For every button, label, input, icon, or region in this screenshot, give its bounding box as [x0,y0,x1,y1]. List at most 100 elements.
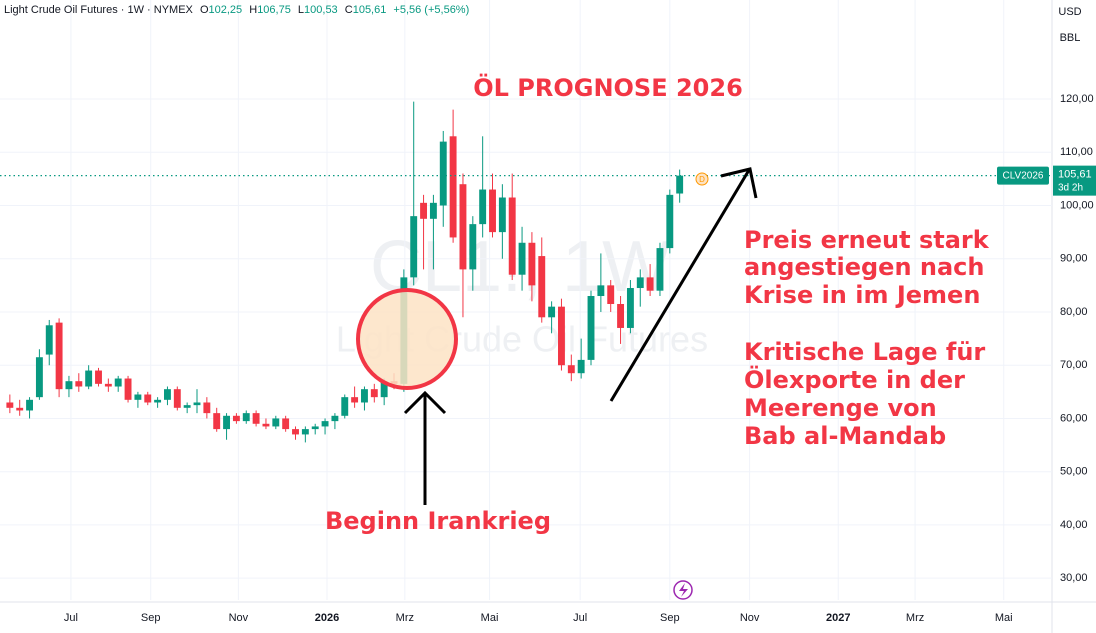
candle-body [321,421,329,427]
unit: BBL [1060,32,1081,44]
candle-body [548,306,556,318]
annotation-block: Preis erneut stark angestiegen nach Kris… [744,226,990,450]
candle-body [242,413,250,422]
candle-body [232,415,240,422]
annotation: Krise in im Jemen [744,281,980,309]
candle-body [420,202,428,219]
candle-body [55,322,63,390]
candle-body [479,189,487,225]
candle-body [646,277,654,291]
candle-body [173,389,181,408]
contract-label-bg [997,166,1049,185]
y-tick-label: 90,00 [1060,253,1088,265]
candle-body [607,285,615,304]
candle-body [104,383,112,387]
candle-body [45,325,53,355]
x-tick-label: Mai [481,612,499,624]
annotation: Kritische Lage für [744,338,985,366]
candle-body [75,381,83,387]
candle-body [164,389,171,400]
candle-body [469,224,477,270]
h-label: H [249,4,257,16]
y-tick-label: 30,00 [1060,572,1088,584]
event-icon[interactable] [673,580,693,600]
candle-body [301,429,309,435]
x-tick-label: 2026 [315,612,339,624]
l-label: L [298,4,304,16]
x-tick-label: 2027 [826,612,850,624]
candle-body [272,418,280,427]
candle-body [676,175,684,194]
annotation: Ölexporte in der [744,364,965,394]
candle-body [656,248,664,291]
candle-body [193,402,201,406]
candle-body [35,357,43,398]
candle-body [26,399,33,411]
y-tick-label: 60,00 [1060,412,1088,424]
candle-body [577,359,585,374]
o-label: O [200,4,209,16]
candle-body [636,277,644,289]
countdown-label: 3d 2h [1058,182,1083,193]
x-tick-label: Nov [229,612,249,624]
candle-body [65,381,73,390]
candle-body [449,136,457,238]
candle-body [341,397,349,416]
c-value: 105,61 [353,4,387,16]
candle-body [183,405,191,408]
candle-body [538,256,546,318]
candle-body [489,189,496,233]
candle-body [508,197,516,275]
candle-body [597,285,605,297]
candle-body [262,423,270,427]
arrow-trend [609,169,751,402]
candle-body [459,184,467,270]
arrow-up-head [403,390,447,415]
x-tick-label: Sep [141,612,161,624]
y-tick-label: 120,00 [1060,93,1094,105]
x-tick-label: Mrz [906,612,924,624]
candle-body [498,197,506,233]
x-tick-label: Sep [660,612,680,624]
candle-body [144,394,152,403]
candle-body [124,378,132,400]
candle-body [528,242,536,286]
candle-body [16,407,24,411]
event-icon-bolt [679,583,688,597]
candle-body [410,216,418,278]
dividend-icon[interactable] [695,172,709,186]
annotation: Beginn Irankrieg [325,507,551,535]
dividend-icon-letter: D [699,175,705,184]
contract-label: CLV2026 [1003,170,1044,181]
candle-body [85,370,93,387]
candle-body [134,394,142,400]
o-value: 102,25 [209,4,243,16]
candle-body [154,399,162,403]
annotation: Preis erneut stark [744,226,990,254]
candle-body [558,306,565,366]
candle-body [439,141,447,206]
y-tick-label: 100,00 [1060,199,1094,211]
candle-body [587,296,595,360]
candle-body [311,426,319,430]
candle-body [292,429,299,435]
change: +5,56 (+5,56%) [393,4,469,16]
candle-body [666,194,674,249]
chart-title: ÖL PROGNOSE 2026 [473,72,743,102]
candle-body [95,370,102,384]
candle-body [252,413,260,424]
candle-body [361,389,368,403]
y-tick-label: 110,00 [1060,146,1093,158]
candle-body [626,288,634,328]
candle-body [380,381,388,398]
candle-body [6,402,14,408]
legend: Light Crude Oil Futures · 1W · NYMEX O10… [4,4,469,16]
x-tick-label: Nov [740,612,760,624]
candle-body [203,402,211,414]
currency: USD [1058,6,1081,18]
candle-body [223,415,231,430]
candle-body [518,242,526,275]
price-label-bg [1053,165,1096,196]
